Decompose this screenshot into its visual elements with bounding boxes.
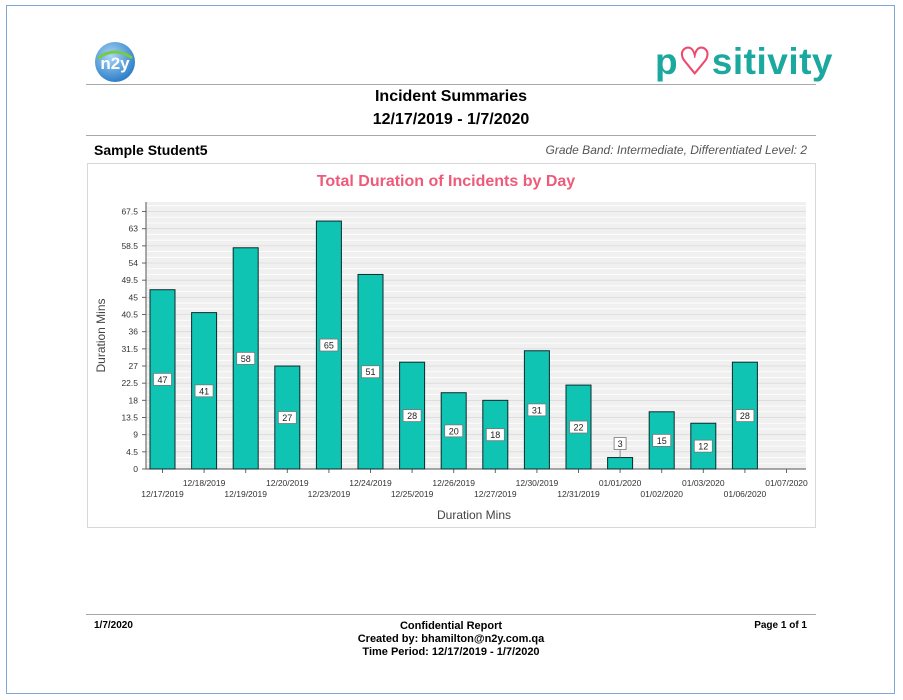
footer-confidential: Confidential Report — [399, 620, 503, 632]
data-label-box — [527, 403, 547, 417]
data-label-box — [194, 384, 214, 398]
data-label-box — [319, 338, 339, 352]
data-label: 18 — [490, 430, 500, 440]
data-label-box — [444, 424, 464, 438]
duration-chart: 0 4.5 9 13.5 18 22.5 27 31.5 36 40.5 45 49.5 54 58.5 6… — [94, 173, 808, 522]
y-tick-label: 58.5 — [121, 241, 138, 251]
x-tick-label: 12/23/2019 — [308, 489, 351, 499]
data-label: 47 — [157, 375, 167, 385]
footer-date: 1/7/2020 — [94, 620, 133, 631]
x-tick-label: 01/02/2020 — [640, 489, 683, 499]
student-name: Sample Student5 — [94, 142, 208, 158]
y-tick-label: 27 — [129, 361, 139, 371]
y-tick-label: 63 — [129, 224, 139, 234]
data-label-box — [402, 409, 422, 423]
y-tick-label: 40.5 — [121, 310, 138, 320]
x-tick-label: 12/26/2019 — [432, 478, 475, 488]
data-label-box — [693, 439, 713, 453]
y-tick-label: 4.5 — [126, 447, 138, 457]
data-label: 15 — [657, 436, 667, 446]
x-tick-label: 01/03/2020 — [682, 478, 725, 488]
svg-text:n2y: n2y — [100, 54, 130, 73]
data-label: 51 — [365, 367, 375, 377]
x-tick-label: 12/17/2019 — [141, 489, 184, 499]
data-label: 28 — [407, 411, 417, 421]
data-label: 65 — [324, 341, 334, 351]
y-tick-label: 9 — [133, 430, 138, 440]
x-tick-label: 12/30/2019 — [516, 478, 559, 488]
x-tick-label: 01/07/2020 — [765, 478, 808, 488]
footer-info: Confidential Report Created by: bhamilto… — [86, 620, 816, 659]
title-rule — [86, 135, 816, 136]
x-tick-label: 12/27/2019 — [474, 489, 517, 499]
data-label: 41 — [199, 386, 209, 396]
heart-icon: ♡ — [678, 41, 712, 82]
footer-time-period: Time Period: 12/17/2019 - 1/7/2020 — [362, 646, 540, 658]
x-tick-label: 12/24/2019 — [349, 478, 392, 488]
data-label-box — [613, 437, 627, 450]
footer-page: Page 1 of 1 — [754, 620, 807, 631]
bar — [607, 457, 634, 470]
y-tick-label: 13.5 — [121, 413, 138, 423]
y-tick-label: 36 — [129, 327, 139, 337]
x-tick-label: 12/31/2019 — [557, 489, 600, 499]
report-date-range: 12/17/2019 - 1/7/2020 — [372, 111, 530, 128]
data-label-box — [236, 351, 256, 365]
page-frame — [6, 5, 895, 694]
data-label: 22 — [573, 423, 583, 433]
chart-title: Total Duration of Incidents by Day — [317, 173, 575, 190]
data-label: 58 — [241, 354, 251, 364]
data-label: 28 — [740, 411, 750, 421]
footer-created-by: Created by: bhamilton@n2y.com.qa — [357, 633, 545, 645]
grade-info: Grade Band: Intermediate, Differentiated… — [545, 143, 808, 157]
y-tick-label: 67.5 — [121, 207, 138, 217]
data-label-box — [153, 372, 172, 386]
data-label: 3 — [618, 439, 623, 449]
x-tick-label: 12/19/2019 — [224, 489, 267, 499]
x-tick-label: 01/01/2020 — [599, 478, 642, 488]
y-tick-label: 54 — [129, 258, 139, 268]
data-label-box — [277, 411, 297, 424]
y-tick-label: 45 — [129, 292, 139, 302]
y-tick-label: 0 — [133, 464, 138, 474]
header-rule — [86, 84, 816, 85]
data-label-box — [735, 409, 755, 423]
y-tick-label: 22.5 — [121, 378, 138, 388]
logo-suffix: sitivity — [711, 41, 833, 82]
data-label-box — [485, 428, 505, 442]
data-label: 20 — [449, 426, 459, 436]
data-label-box — [569, 420, 588, 434]
x-axis-label: Duration Mins — [437, 508, 511, 522]
n2y-logo: n2y — [95, 42, 135, 82]
footer-rule — [86, 614, 816, 615]
x-tick-label: 01/06/2020 — [724, 489, 767, 499]
data-label-box — [652, 433, 672, 447]
y-tick-label: 18 — [129, 395, 139, 405]
x-tick-label: 12/25/2019 — [391, 489, 434, 499]
data-label: 12 — [698, 442, 708, 452]
logo-prefix: p — [655, 41, 679, 82]
report-title: Incident Summaries — [374, 88, 528, 105]
x-tick-label: 12/18/2019 — [183, 478, 226, 488]
y-tick-label: 31.5 — [121, 344, 138, 354]
y-tick-label: 49.5 — [121, 275, 138, 285]
positivity-logo: p♡sitivity — [655, 40, 833, 84]
data-label-box — [361, 365, 380, 379]
x-tick-label: 12/20/2019 — [266, 478, 309, 488]
y-axis-label: Duration Mins — [94, 298, 108, 372]
chart-container: 0 4.5 9 13.5 18 22.5 27 31.5 36 40.5 45 49.5 54 58.5 6… — [87, 163, 816, 528]
data-label: 27 — [282, 413, 292, 423]
data-label: 31 — [532, 405, 542, 415]
